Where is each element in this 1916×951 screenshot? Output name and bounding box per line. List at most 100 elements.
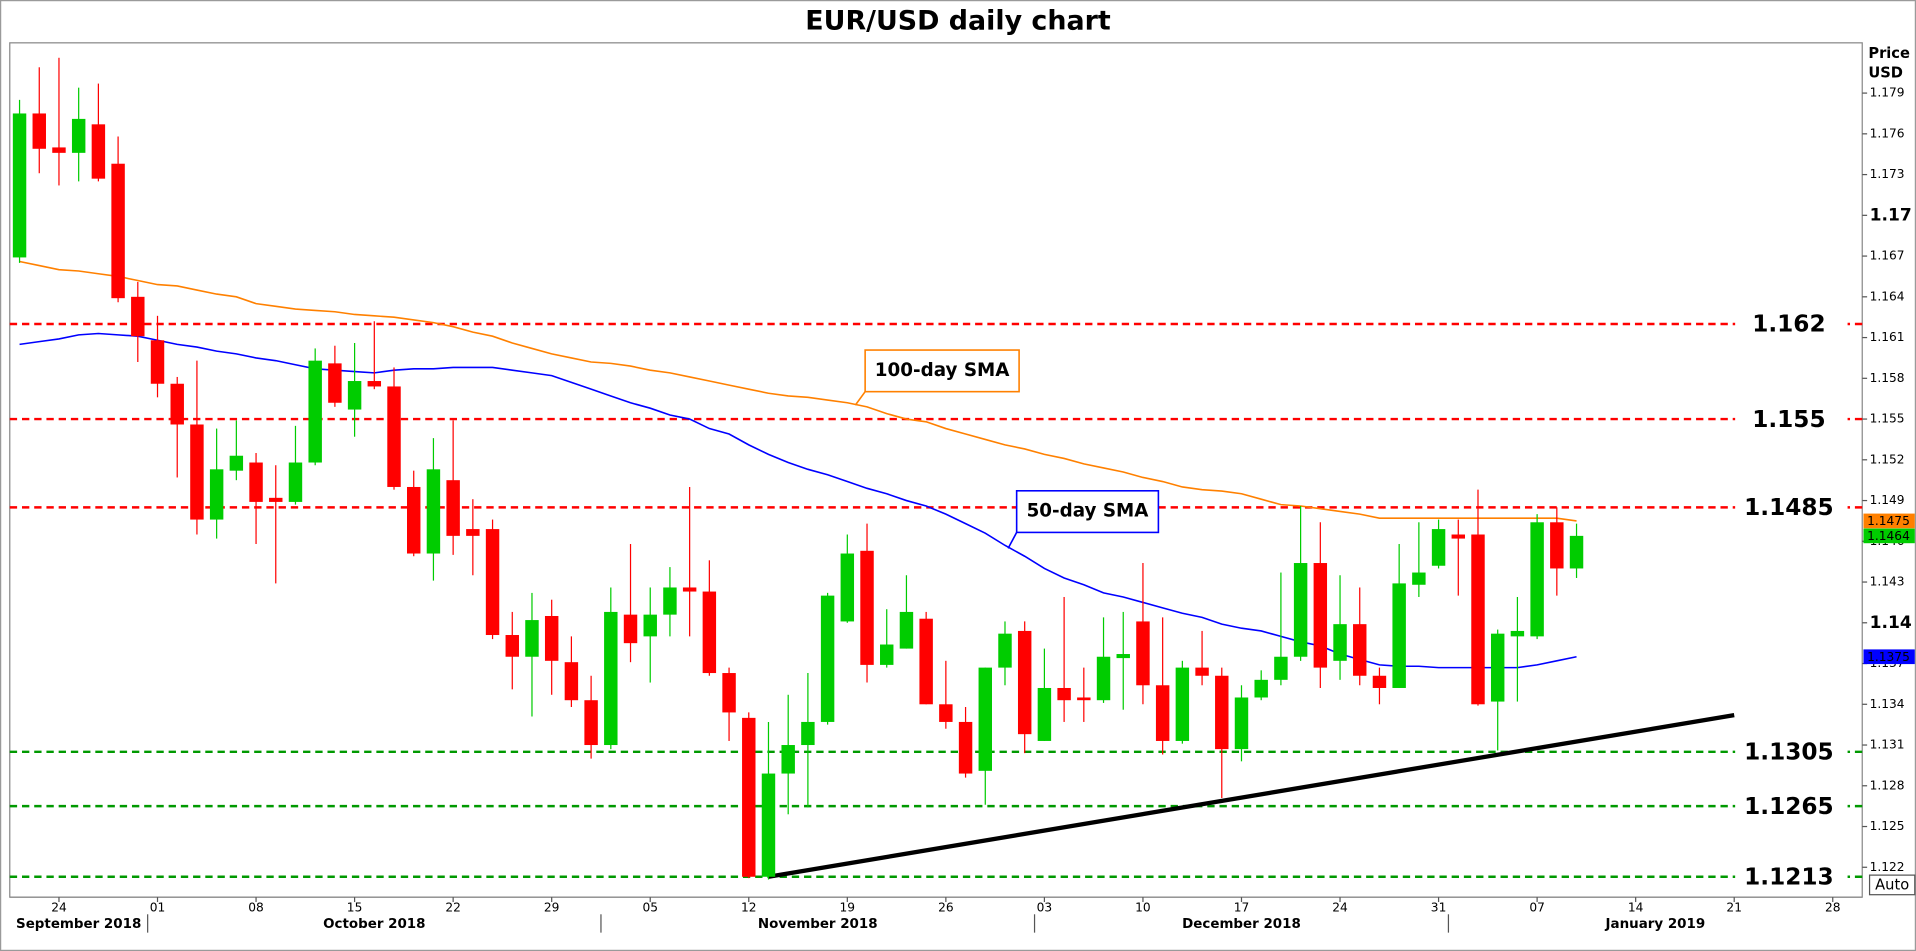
candle-body [1234, 697, 1249, 750]
candle-body [1530, 522, 1544, 637]
y-tick-label: 1.143 [1870, 575, 1905, 589]
candle-body [544, 615, 559, 661]
candle-body [1333, 624, 1347, 661]
candle-body [426, 469, 441, 554]
candle-body [820, 595, 835, 722]
candle-body [91, 124, 106, 179]
candle-body [1293, 563, 1308, 657]
month-label: December 2018 [1182, 917, 1301, 932]
candle-body [722, 673, 736, 713]
candle-body [1254, 679, 1268, 698]
last-value-box [1863, 513, 1915, 529]
last-value-box [1863, 649, 1915, 665]
last-value-box [1863, 528, 1915, 544]
annotation-pointer [1007, 532, 1018, 549]
candle-body [407, 486, 421, 554]
auto-button [1868, 874, 1916, 896]
candle-body [1195, 667, 1209, 676]
candle-body [170, 383, 184, 425]
candle-body [446, 480, 460, 536]
candle-body [308, 360, 322, 463]
candle-body [1451, 534, 1466, 539]
x-tick-label: 14 [1628, 901, 1644, 915]
candle-body [1353, 624, 1367, 676]
y-tick-label: 1.14 [1870, 613, 1912, 633]
candle-body [1510, 630, 1525, 637]
y-axis-title: USD [1868, 64, 1903, 81]
candle-body [958, 721, 973, 774]
y-tick-label: 1.128 [1870, 778, 1905, 792]
candle-body [1274, 656, 1288, 680]
level-label: 1.1485 [1744, 494, 1834, 521]
level-label-bg [1735, 493, 1848, 521]
candle-body [801, 721, 815, 746]
candle-body [209, 469, 224, 520]
candle-body [466, 529, 480, 536]
candle-body [1017, 630, 1032, 735]
candle-body [781, 745, 795, 774]
y-tick-label: 1.173 [1870, 167, 1905, 181]
y-tick-label: 1.164 [1870, 289, 1905, 303]
last-value-label: 1.1464 [1867, 529, 1910, 543]
candle-body [71, 118, 86, 153]
candle-body [52, 147, 66, 153]
annotation-label: 50-day SMA [1027, 501, 1150, 522]
level-label-bg [1735, 863, 1848, 891]
candle-body [702, 591, 717, 674]
last-value-label: 1.1375 [1867, 650, 1910, 664]
candle-body [1471, 534, 1485, 705]
candle-body [269, 497, 283, 502]
candle-body [604, 611, 618, 746]
y-tick-label: 1.125 [1870, 819, 1905, 833]
candle-body [32, 113, 46, 149]
level-label: 1.162 [1752, 311, 1825, 338]
sma-line [19, 260, 1577, 522]
candle-body [584, 700, 598, 746]
candle-body [1215, 675, 1229, 750]
annotation-label: 100-day SMA [875, 360, 1010, 381]
candle-body [1057, 687, 1071, 701]
candle-body [564, 662, 579, 701]
level-label-bg [1735, 738, 1848, 766]
candle-body [1155, 685, 1170, 741]
candle-body [939, 704, 953, 722]
x-tick-label: 01 [150, 901, 166, 915]
candle-body [880, 644, 894, 665]
candle-body [643, 614, 657, 637]
y-tick-label: 1.158 [1870, 371, 1905, 385]
chart-title: EUR/USD daily chart [805, 6, 1111, 37]
x-tick-label: 19 [840, 901, 856, 915]
x-tick-label: 03 [1037, 901, 1053, 915]
candle-body [229, 455, 244, 471]
x-tick-label: 21 [1726, 901, 1742, 915]
month-label: September 2018 [16, 917, 141, 932]
candle-body [387, 386, 401, 487]
annotation-box [1015, 490, 1160, 534]
candle-body [623, 614, 638, 644]
candle-body [505, 635, 519, 657]
candle-body [998, 633, 1012, 668]
candle-body [367, 381, 382, 387]
candle-body [1412, 572, 1426, 585]
candle-body [1077, 697, 1091, 701]
month-label: November 2018 [758, 917, 878, 932]
candle-body [919, 618, 933, 705]
candle-body [288, 462, 303, 502]
candle-body [1431, 529, 1446, 566]
y-tick-label: 1.167 [1870, 249, 1905, 263]
month-label: January 2019 [1605, 917, 1706, 932]
candle-body [150, 340, 165, 384]
x-tick-label: 05 [642, 901, 658, 915]
candle-body [1096, 656, 1111, 701]
candle-body [1569, 535, 1584, 569]
x-tick-label: 31 [1431, 901, 1447, 915]
x-tick-label: 15 [347, 901, 363, 915]
level-label-bg [1735, 405, 1848, 433]
y-tick-label: 1.149 [1870, 493, 1905, 507]
annotation-box [864, 349, 1020, 393]
candle-body [1037, 687, 1052, 741]
candle-body [12, 113, 27, 258]
candle-body [1175, 667, 1190, 741]
x-tick-label: 26 [938, 901, 954, 915]
